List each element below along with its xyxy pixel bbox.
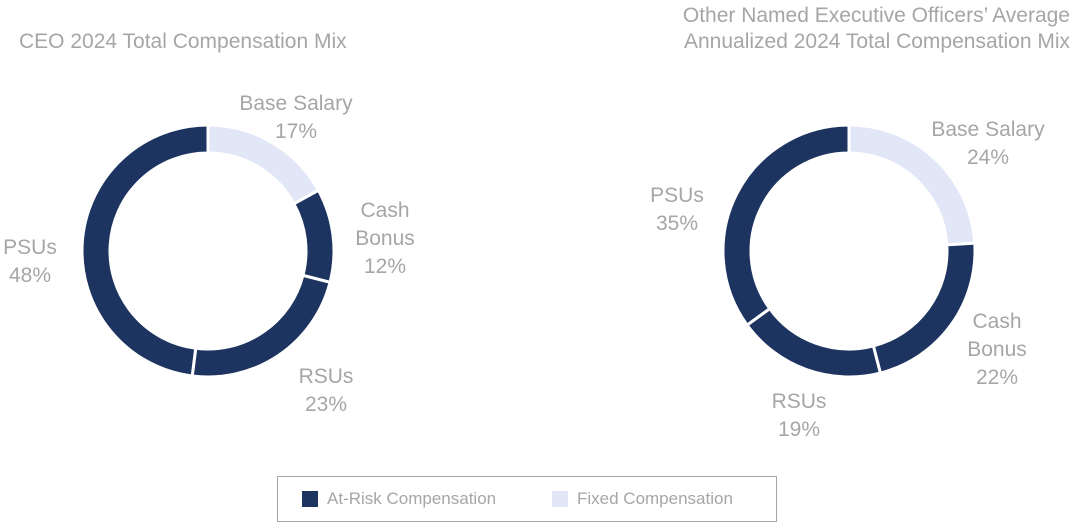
donut-chart-2: Other Named Executive Officers’ Average A… [650,4,1070,441]
donut-chart-1: CEO 2024 Total Compensation Mix Base Sala… [3,30,415,416]
slice-label-cash: Cash Bonus 22% [967,310,1027,389]
slice-label-rsus: RSUs 23% [299,365,354,416]
slice-label-psus: PSUs 48% [3,236,57,287]
chart-title-1: CEO 2024 Total Compensation Mix [19,30,347,53]
chart-legend: At-Risk Compensation Fixed Compensation [277,476,777,522]
donut-slice-psus [721,123,851,328]
legend-swatch-fixed [552,491,568,507]
legend-swatch-at-risk [302,491,318,507]
donut-slice-rsus [190,273,332,379]
donut-slice-psus [80,123,210,378]
legend-item-at-risk: At-Risk Compensation [302,477,496,521]
legend-label-fixed: Fixed Compensation [577,489,733,508]
slice-label-base-salary: Base Salary 17% [239,92,353,143]
slice-label-base-salary: Base Salary 24% [931,118,1045,169]
donut-slice-rsus [744,306,883,379]
chart-title-2: Other Named Executive Officers’ Average A… [683,4,1071,53]
slice-label-rsus: RSUs 19% [772,390,827,441]
legend-item-fixed: Fixed Compensation [552,477,733,521]
legend-label-at-risk: At-Risk Compensation [327,489,497,508]
donut-slice-cash [291,188,336,285]
donut-slice-cash [871,241,977,375]
donut-slice-base-salary [847,123,977,247]
slice-label-cash: Cash Bonus 12% [355,199,415,278]
compensation-mix-charts: CEO 2024 Total Compensation Mix Base Sala… [3,4,1070,441]
slice-label-psus: PSUs 35% [650,184,704,235]
